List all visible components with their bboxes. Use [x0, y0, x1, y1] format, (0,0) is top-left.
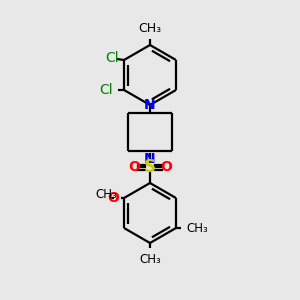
- Text: CH₃: CH₃: [138, 22, 162, 35]
- Text: CH₃: CH₃: [95, 188, 117, 202]
- Text: CH₃: CH₃: [186, 221, 208, 235]
- Text: O: O: [107, 191, 119, 205]
- Text: Cl: Cl: [105, 51, 119, 65]
- Text: O: O: [160, 160, 172, 174]
- Text: N: N: [144, 152, 156, 166]
- Text: Cl: Cl: [99, 83, 113, 97]
- Text: CH₃: CH₃: [139, 253, 161, 266]
- Text: O: O: [128, 160, 140, 174]
- Text: S: S: [144, 158, 156, 176]
- Text: N: N: [144, 98, 156, 112]
